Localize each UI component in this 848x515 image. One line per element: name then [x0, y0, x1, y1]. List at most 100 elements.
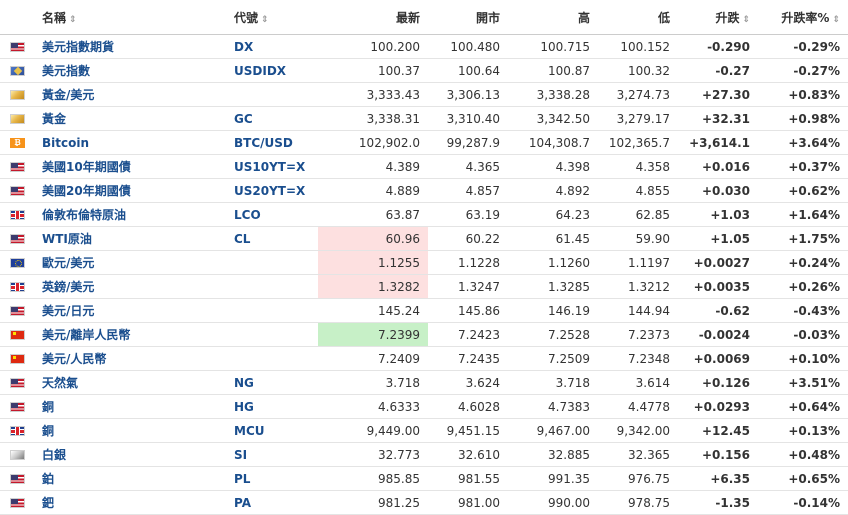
table-row[interactable]: WTI原油 CL 60.96 60.22 61.45 59.90 +1.05 +1.75%: [0, 226, 848, 251]
us-flag-icon: [10, 186, 25, 196]
instrument-name-link[interactable]: 鉑: [34, 466, 226, 491]
change-value: +0.0027: [678, 250, 758, 275]
us-flag-icon: [10, 306, 25, 316]
change-pct-column-header[interactable]: 升跌率% ⇕: [758, 0, 848, 35]
last-column-header[interactable]: 最新: [318, 0, 428, 35]
table-row[interactable]: 天然氣 NG 3.718 3.624 3.718 3.614 +0.126 +3.51%: [0, 370, 848, 395]
symbol-link[interactable]: US20YT=X: [226, 178, 318, 203]
symbol-link[interactable]: PL: [226, 466, 318, 491]
symbol-link[interactable]: HG: [226, 394, 318, 419]
table-row[interactable]: 美元/日元 145.24 145.86 146.19 144.94 -0.62 -0.43%: [0, 298, 848, 323]
low-price: 3.614: [598, 370, 678, 395]
last-price: 32.773: [318, 442, 428, 467]
table-row[interactable]: 美元指數 USDIDX 100.37 100.64 100.87 100.32 -0.27-…: [0, 58, 848, 83]
table-row[interactable]: 黃金/美元 3,333.43 3,306.13 3,338.28 3,274.73 +27…: [0, 82, 848, 107]
flag-cell: [0, 34, 34, 59]
change-value: +0.0069: [678, 346, 758, 371]
high-price: 4.7383: [508, 394, 598, 419]
symbol-link[interactable]: [226, 250, 318, 275]
low-column-header[interactable]: 低: [598, 0, 678, 35]
symbol-link[interactable]: [226, 346, 318, 371]
symbol-link[interactable]: [226, 298, 318, 323]
instrument-name-link[interactable]: 倫敦布倫特原油: [34, 202, 226, 227]
table-row[interactable]: 美元指數期貨 DX 100.200 100.480 100.715 100.152 -0.2…: [0, 34, 848, 59]
low-price: 4.855: [598, 178, 678, 203]
sort-icon: ⇕: [261, 14, 269, 25]
instrument-name-link[interactable]: 鈀: [34, 490, 226, 515]
uk-flag-icon: [10, 282, 25, 292]
instrument-name-link[interactable]: Bitcoin: [34, 130, 226, 155]
open-price: 100.64: [428, 58, 508, 83]
instrument-name-link[interactable]: 黃金: [34, 106, 226, 131]
instrument-name-link[interactable]: 美元/離岸人民幣: [34, 322, 226, 347]
cn-flag-icon: [10, 330, 25, 340]
open-column-header[interactable]: 開市: [428, 0, 508, 35]
instrument-name-link[interactable]: 美國10年期國債: [34, 154, 226, 179]
instrument-name-link[interactable]: 美元指數: [34, 58, 226, 83]
low-price: 1.3212: [598, 274, 678, 299]
table-row[interactable]: 美國20年期國債 US20YT=X 4.889 4.857 4.892 4.855 +0.0…: [0, 178, 848, 203]
instrument-name-link[interactable]: 美元指數期貨: [34, 34, 226, 59]
symbol-link[interactable]: LCO: [226, 202, 318, 227]
instrument-name-link[interactable]: 白銀: [34, 442, 226, 467]
symbol-link[interactable]: GC: [226, 106, 318, 131]
flag-cell: [0, 394, 34, 419]
table-row[interactable]: 美元/離岸人民幣 7.2399 7.2423 7.2528 7.2373 -0.0024-…: [0, 322, 848, 347]
symbol-link[interactable]: DX: [226, 34, 318, 59]
table-row[interactable]: 鈀 PA 981.25 981.00 990.00 978.75 -1.35 -0.14%: [0, 490, 848, 515]
symbol-link[interactable]: SI: [226, 442, 318, 467]
table-row[interactable]: 銅 MCU 9,449.00 9,451.15 9,467.00 9,342.00 +12.…: [0, 418, 848, 443]
last-price: 985.85: [318, 466, 428, 491]
symbol-link[interactable]: [226, 274, 318, 299]
instrument-name-link[interactable]: 美元/人民幣: [34, 346, 226, 371]
open-price: 9,451.15: [428, 418, 508, 443]
low-price: 3,274.73: [598, 82, 678, 107]
table-row[interactable]: 英鎊/美元 1.3282 1.3247 1.3285 1.3212 +0.0035 +0.2…: [0, 274, 848, 299]
instrument-name-link[interactable]: 銅: [34, 418, 226, 443]
instrument-name-link[interactable]: 天然氣: [34, 370, 226, 395]
instrument-name-link[interactable]: 銅: [34, 394, 226, 419]
cn-flag-icon: [10, 354, 25, 364]
change-column-header[interactable]: 升跌 ⇕: [678, 0, 758, 35]
high-column-header[interactable]: 高: [508, 0, 598, 35]
table-body: 美元指數期貨 DX 100.200 100.480 100.715 100.152 -0.2…: [0, 34, 848, 515]
name-header-label: 名稱: [42, 10, 67, 25]
table-row[interactable]: ₿ Bitcoin BTC/USD 102,902.0 99,287.9 104,308.…: [0, 130, 848, 155]
symbol-link[interactable]: NG: [226, 370, 318, 395]
symbol-column-header[interactable]: 代號 ⇕: [226, 0, 318, 35]
symbol-link[interactable]: [226, 322, 318, 347]
change-value: -0.27: [678, 58, 758, 83]
high-price: 146.19: [508, 298, 598, 323]
table-row[interactable]: 倫敦布倫特原油 LCO 63.87 63.19 64.23 62.85 +1.03 +1.64…: [0, 202, 848, 227]
last-price: 63.87: [318, 202, 428, 227]
table-row[interactable]: 白銀 SI 32.773 32.610 32.885 32.365 +0.156 +0.48%: [0, 442, 848, 467]
table-row[interactable]: 歐元/美元 1.1255 1.1228 1.1260 1.1197 +0.0027 +0.2…: [0, 250, 848, 275]
symbol-link[interactable]: USDIDX: [226, 58, 318, 83]
instrument-name-link[interactable]: 黃金/美元: [34, 82, 226, 107]
instrument-name-link[interactable]: 英鎊/美元: [34, 274, 226, 299]
table-row[interactable]: 銅 HG 4.6333 4.6028 4.7383 4.4778 +0.0293 +0.64%: [0, 394, 848, 419]
symbol-link[interactable]: US10YT=X: [226, 154, 318, 179]
instrument-name-link[interactable]: 美元/日元: [34, 298, 226, 323]
symbol-link[interactable]: [226, 82, 318, 107]
low-price: 100.152: [598, 34, 678, 59]
high-price: 7.2528: [508, 322, 598, 347]
table-row[interactable]: 鉑 PL 985.85 981.55 991.35 976.75 +6.35 +0.65%: [0, 466, 848, 491]
high-price: 3,338.28: [508, 82, 598, 107]
name-column-header[interactable]: 名稱 ⇕: [34, 0, 226, 35]
change-percent: +0.37%: [758, 154, 848, 179]
change-value: +1.03: [678, 202, 758, 227]
symbol-link[interactable]: MCU: [226, 418, 318, 443]
table-row[interactable]: 美國10年期國債 US10YT=X 4.389 4.365 4.398 4.358 +0.0…: [0, 154, 848, 179]
table-row[interactable]: 美元/人民幣 7.2409 7.2435 7.2509 7.2348 +0.0069 +0.…: [0, 346, 848, 371]
table-row[interactable]: 黃金 GC 3,338.31 3,310.40 3,342.50 3,279.17 +32.…: [0, 106, 848, 131]
instrument-name-link[interactable]: 歐元/美元: [34, 250, 226, 275]
symbol-link[interactable]: PA: [226, 490, 318, 515]
usdidx-flag-icon: [10, 66, 25, 76]
instrument-name-link[interactable]: 美國20年期國債: [34, 178, 226, 203]
flag-cell: [0, 442, 34, 467]
instrument-name-link[interactable]: WTI原油: [34, 226, 226, 251]
change-percent: +0.64%: [758, 394, 848, 419]
symbol-link[interactable]: CL: [226, 226, 318, 251]
symbol-link[interactable]: BTC/USD: [226, 130, 318, 155]
